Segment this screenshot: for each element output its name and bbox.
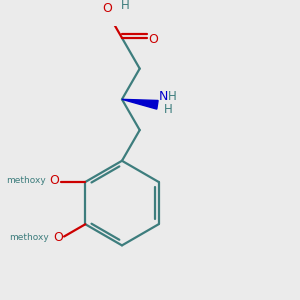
- Text: O: O: [103, 2, 112, 15]
- Text: methoxy: methoxy: [6, 176, 46, 185]
- Text: O: O: [148, 33, 158, 46]
- Text: H: H: [164, 103, 173, 116]
- Text: H: H: [168, 90, 177, 104]
- Text: N: N: [159, 90, 168, 104]
- Text: H: H: [121, 0, 130, 12]
- Text: methoxy: methoxy: [9, 232, 49, 242]
- Text: O: O: [53, 231, 63, 244]
- Text: O: O: [50, 174, 59, 187]
- Polygon shape: [122, 99, 158, 109]
